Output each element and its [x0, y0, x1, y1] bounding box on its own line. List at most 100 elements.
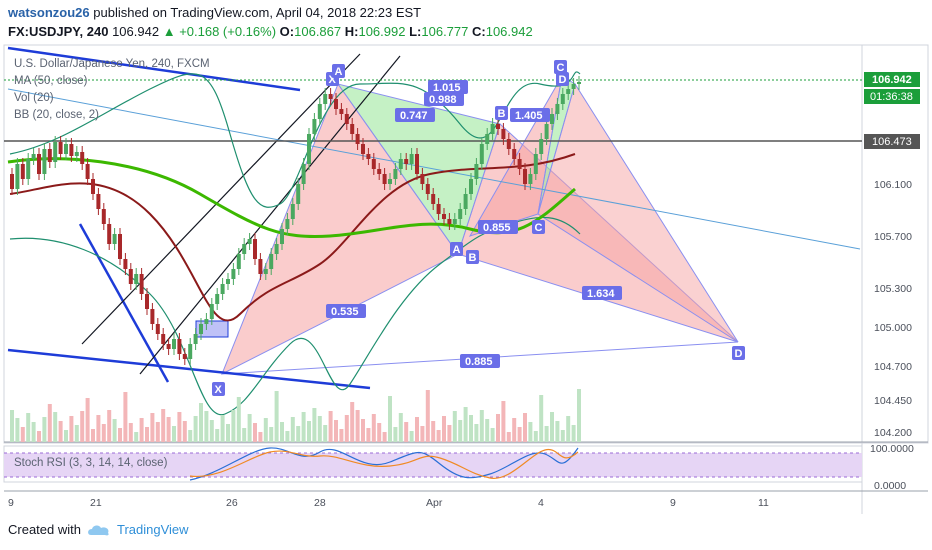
tradingview-link[interactable]: TradingView [116, 522, 189, 537]
price-tick-label: 106.100 [874, 179, 912, 191]
point-label-bg [732, 346, 745, 360]
price-tick-label: 105.300 [874, 283, 912, 295]
candle-body [290, 204, 295, 219]
author-link[interactable]: watsonzou26 [8, 5, 90, 20]
volume-bar [539, 395, 544, 442]
candle-body [150, 309, 155, 324]
candles[interactable] [10, 76, 581, 365]
channel-line-1[interactable] [81, 53, 361, 345]
current-price-text: 106.942 [872, 74, 912, 86]
time-tick-label: 26 [226, 497, 238, 509]
candle-body [479, 144, 484, 164]
volume-bar [323, 425, 328, 442]
trendline-top[interactable] [7, 46, 301, 92]
volume-bar [463, 407, 468, 442]
price-tick-label: 107.000 [874, 44, 912, 47]
candle-body [431, 194, 436, 204]
candle-body [134, 274, 139, 284]
last-price: 106.942 [112, 24, 160, 39]
candle-body [96, 194, 101, 209]
point-label: C [535, 222, 543, 234]
candle-body [512, 149, 517, 159]
ratio-label: 0.885 [465, 356, 493, 368]
candle-body [506, 139, 511, 149]
volume-bar [344, 415, 349, 442]
candle-body [177, 339, 182, 354]
candle-body [382, 174, 387, 184]
candle-body [452, 219, 457, 224]
point-label-bg [556, 72, 569, 86]
legend-bb[interactable]: BB (20, close, 2) [14, 109, 99, 121]
candle-body [85, 164, 90, 179]
long-trendline[interactable] [7, 88, 861, 250]
price-axis[interactable]: 107.000 106.100 105.700 105.300 105.000 104.7… [874, 44, 912, 439]
ratio-label: 1.634 [587, 288, 615, 300]
candle-body [42, 149, 47, 174]
candle-body [393, 169, 398, 179]
candle-body [571, 84, 576, 89]
point-label: A [453, 244, 461, 256]
stoch-label[interactable]: Stoch RSI (3, 3, 14, 14, close) [14, 457, 168, 469]
volume-bar [253, 423, 257, 442]
volume-bar [226, 424, 230, 442]
candle-body [91, 179, 95, 194]
volume-bar [188, 430, 193, 442]
low-label: L: [409, 24, 422, 39]
time-axis[interactable]: 9 21 26 28 Apr 4 9 11 [8, 497, 769, 509]
volume-bar [177, 412, 182, 442]
channel-line-2[interactable] [139, 55, 401, 375]
ratio-label: 0.855 [483, 222, 511, 234]
volume-bar [533, 431, 538, 442]
point-label-bg [212, 382, 225, 396]
volume-bar [139, 418, 144, 442]
point-label-bg [554, 60, 567, 74]
volume-bar [296, 426, 301, 442]
candle-body [172, 339, 176, 349]
open-label: O: [279, 24, 295, 39]
volume-bar [496, 414, 500, 442]
ratio-label-bg [326, 304, 366, 318]
volume-bar [415, 417, 419, 442]
candle-body [539, 139, 544, 154]
volume-bar [290, 417, 295, 442]
up-triangle-icon: ▲ [162, 24, 176, 39]
volume-bar [339, 429, 344, 442]
volume-bar [312, 408, 317, 442]
volume-bar [112, 419, 117, 442]
volume-bar [47, 404, 52, 442]
volume-bar [409, 431, 414, 442]
legend-ma[interactable]: MA (50, close) [14, 75, 88, 87]
volume-bar [555, 421, 560, 442]
volume-bar [91, 429, 95, 442]
candle-body [80, 152, 85, 164]
candle-body [296, 184, 301, 204]
volume-bar [334, 420, 338, 442]
candle-body [193, 334, 198, 344]
high-label: H: [344, 24, 359, 39]
legend-title: U.S. Dollar/Japanese Yen, 240, FXCM [14, 58, 210, 70]
candle-body [128, 269, 133, 284]
close-label: C: [472, 24, 486, 39]
volume-bar [85, 398, 90, 442]
symbol-name[interactable]: FX:USDJPY, 240 [8, 24, 109, 39]
level-tag [864, 134, 920, 149]
time-tick-label: 4 [538, 497, 544, 509]
volume-bar [512, 418, 517, 442]
ratio-label-bg [510, 108, 550, 122]
candle-body [555, 104, 560, 114]
volume-bar [26, 413, 31, 442]
candle-body [436, 204, 441, 214]
candle-body [236, 254, 241, 269]
ratio-label: 1.405 [515, 110, 543, 122]
candle-body [517, 159, 522, 169]
candle-body [550, 114, 554, 124]
volume-bar [501, 401, 506, 442]
candle-body [64, 144, 68, 154]
trendline-bottom[interactable] [7, 348, 371, 390]
legend-vol[interactable]: Vol (20) [14, 92, 54, 104]
volume-bar [447, 425, 452, 442]
candle-body [355, 134, 360, 144]
trendline-steep[interactable] [78, 223, 170, 383]
volume-bar [307, 421, 311, 442]
